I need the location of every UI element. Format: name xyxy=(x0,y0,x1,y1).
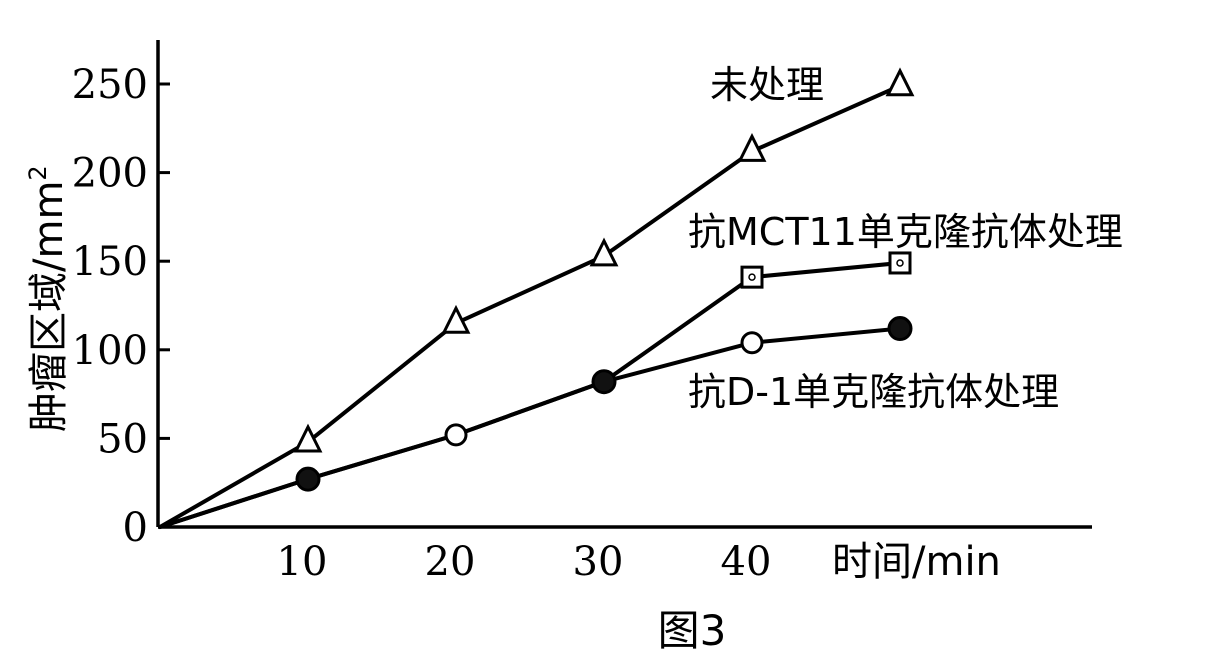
series-circle xyxy=(158,316,913,529)
y-axis-title-main: 肿瘤区域/mm xyxy=(26,181,72,432)
series-layer xyxy=(158,67,915,529)
figure-caption: 图3 xyxy=(658,606,727,655)
y-axis-title: 肿瘤区域/mm2 xyxy=(24,165,72,432)
x-tick-label: 40 xyxy=(721,539,772,585)
x-tick-label: 30 xyxy=(573,539,624,585)
square-marker xyxy=(740,265,764,289)
filled-circle-marker xyxy=(887,316,913,342)
filled-circle-marker xyxy=(295,466,321,492)
triangle-marker xyxy=(293,423,323,453)
series-label-anti-d1: 抗D-1单克隆抗体处理 xyxy=(688,370,1059,414)
y-tick-label: 250 xyxy=(72,62,148,108)
y-tick-label: 50 xyxy=(97,416,148,462)
series-label-anti-mct11: 抗MCT11单克隆抗体处理 xyxy=(688,210,1123,254)
square-marker-dot xyxy=(748,273,756,281)
y-tick-label: 100 xyxy=(72,328,148,374)
x-tick-label: 20 xyxy=(425,539,476,585)
triangle-marker xyxy=(737,132,767,162)
y-axis-title-superscript: 2 xyxy=(24,165,52,180)
y-tick-label: 150 xyxy=(72,239,148,285)
y-ticks: 0 50 100 150 200 250 xyxy=(72,62,170,551)
axes: 0 50 100 150 200 250 10 20 30 40 xyxy=(72,40,1092,585)
series-line xyxy=(158,326,902,529)
square-marker-dot xyxy=(896,259,904,267)
triangle-marker xyxy=(589,237,619,267)
series-triangle xyxy=(158,67,915,529)
x-ticks: 10 20 30 40 xyxy=(277,539,772,585)
open-circle-marker xyxy=(444,423,468,447)
series-label-untreated: 未处理 xyxy=(710,63,824,107)
x-tick-label: 10 xyxy=(277,539,328,585)
triangle-marker xyxy=(441,304,471,334)
triangle-marker xyxy=(885,67,915,97)
filled-circle-marker xyxy=(591,369,617,395)
x-axis-title: 时间/min xyxy=(832,539,1001,585)
series-line xyxy=(158,83,902,529)
open-circle-marker xyxy=(740,331,764,355)
y-tick-label: 0 xyxy=(123,505,148,551)
square-marker xyxy=(888,251,912,275)
y-tick-label: 200 xyxy=(72,151,148,197)
